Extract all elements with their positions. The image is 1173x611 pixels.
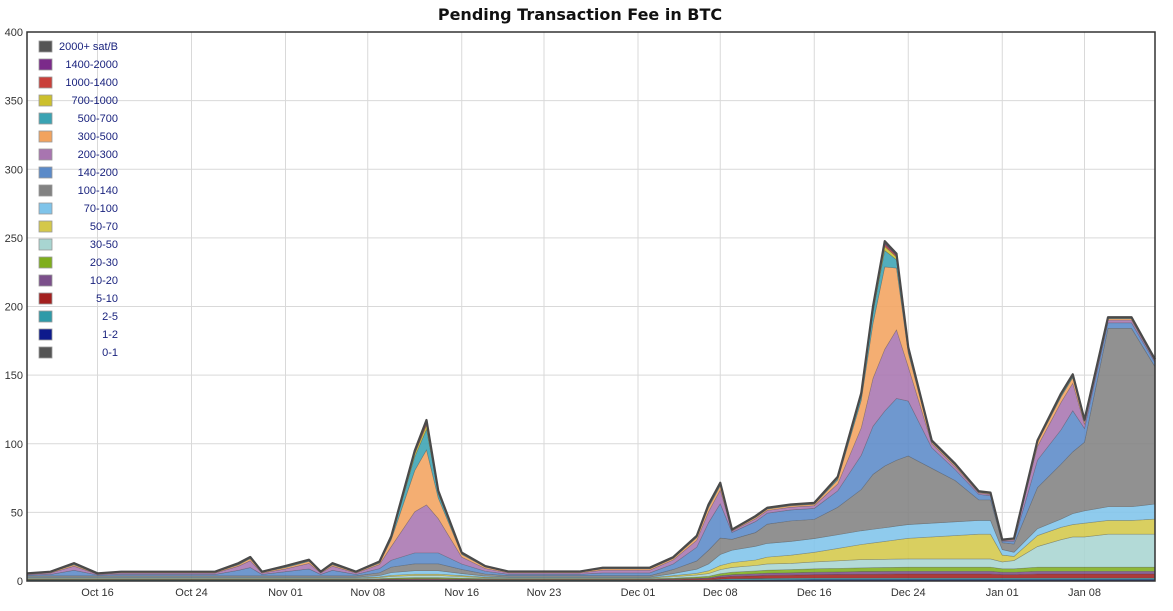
legend-label: 1-2	[102, 329, 118, 341]
legend-swatch	[38, 328, 53, 341]
x-tick-label: Dec 24	[891, 587, 926, 599]
legend-label: 700-1000	[72, 95, 119, 107]
x-tick-label: Dec 01	[621, 587, 656, 599]
y-tick-label: 0	[17, 576, 23, 588]
legend-label: 2000+ sat/B	[59, 41, 118, 53]
x-tick-label: Oct 16	[81, 587, 113, 599]
legend-swatch	[38, 184, 53, 197]
legend-label: 70-100	[84, 203, 118, 215]
y-tick-label: 350	[5, 96, 23, 108]
y-tick-label: 200	[5, 302, 23, 314]
legend: 2000+ sat/B 1400-2000 1000-1400 700-1000 500…	[38, 40, 119, 359]
x-tick-label: Oct 24	[175, 587, 207, 599]
legend-label: 10-20	[90, 275, 118, 287]
x-tick-label: Nov 08	[350, 587, 385, 599]
y-axis-ticks: 0 50 100 150 200 250 300 350 400	[5, 27, 23, 588]
legend-swatch	[38, 220, 53, 233]
stacked-areas	[26, 240, 1156, 582]
legend-swatch	[38, 292, 53, 305]
legend-swatch	[38, 76, 53, 89]
legend-label: 0-1	[102, 347, 118, 359]
y-tick-label: 150	[5, 370, 23, 382]
legend-swatch	[38, 166, 53, 179]
legend-swatch	[38, 148, 53, 161]
legend-swatch	[38, 58, 53, 71]
legend-label: 20-30	[90, 257, 118, 269]
legend-label: 1000-1400	[65, 77, 118, 89]
x-tick-label: Dec 08	[703, 587, 738, 599]
legend-swatch	[38, 346, 53, 359]
legend-label: 500-700	[78, 113, 118, 125]
legend-label: 300-500	[78, 131, 118, 143]
legend-label: 50-70	[90, 221, 118, 233]
legend-label: 1400-2000	[65, 59, 118, 71]
legend-swatch	[38, 130, 53, 143]
legend-label: 5-10	[96, 293, 118, 305]
legend-swatch	[38, 202, 53, 215]
legend-label: 200-300	[78, 149, 118, 161]
chart-title: Pending Transaction Fee in BTC	[438, 5, 722, 24]
legend-label: 2-5	[102, 311, 118, 323]
x-tick-label: Nov 23	[527, 587, 562, 599]
x-tick-label: Nov 16	[444, 587, 479, 599]
legend-label: 140-200	[78, 167, 118, 179]
y-tick-label: 250	[5, 233, 23, 245]
legend-label: 30-50	[90, 239, 118, 251]
total-line	[26, 240, 1156, 575]
x-tick-label: Nov 01	[268, 587, 303, 599]
y-tick-label: 400	[5, 27, 23, 39]
x-tick-label: Jan 08	[1068, 587, 1101, 599]
y-tick-label: 100	[5, 439, 23, 451]
x-tick-label: Jan 01	[986, 587, 1019, 599]
legend-swatch	[38, 310, 53, 323]
legend-label: 100-140	[78, 185, 118, 197]
plot-frame	[26, 31, 1156, 582]
x-axis-ticks: Oct 16 Oct 24 Nov 01 Nov 08 Nov 16 Nov 23 Dec …	[81, 587, 1101, 599]
grid	[27, 31, 1155, 582]
legend-swatch	[38, 256, 53, 269]
y-tick-label: 50	[11, 507, 23, 519]
y-tick-label: 300	[5, 164, 23, 176]
x-tick-label: Dec 16	[797, 587, 832, 599]
legend-swatch	[38, 94, 53, 107]
legend-swatch	[38, 112, 53, 125]
total-outline	[26, 240, 1156, 575]
legend-swatch	[38, 40, 53, 53]
legend-swatch	[38, 274, 53, 287]
legend-swatch	[38, 238, 53, 251]
